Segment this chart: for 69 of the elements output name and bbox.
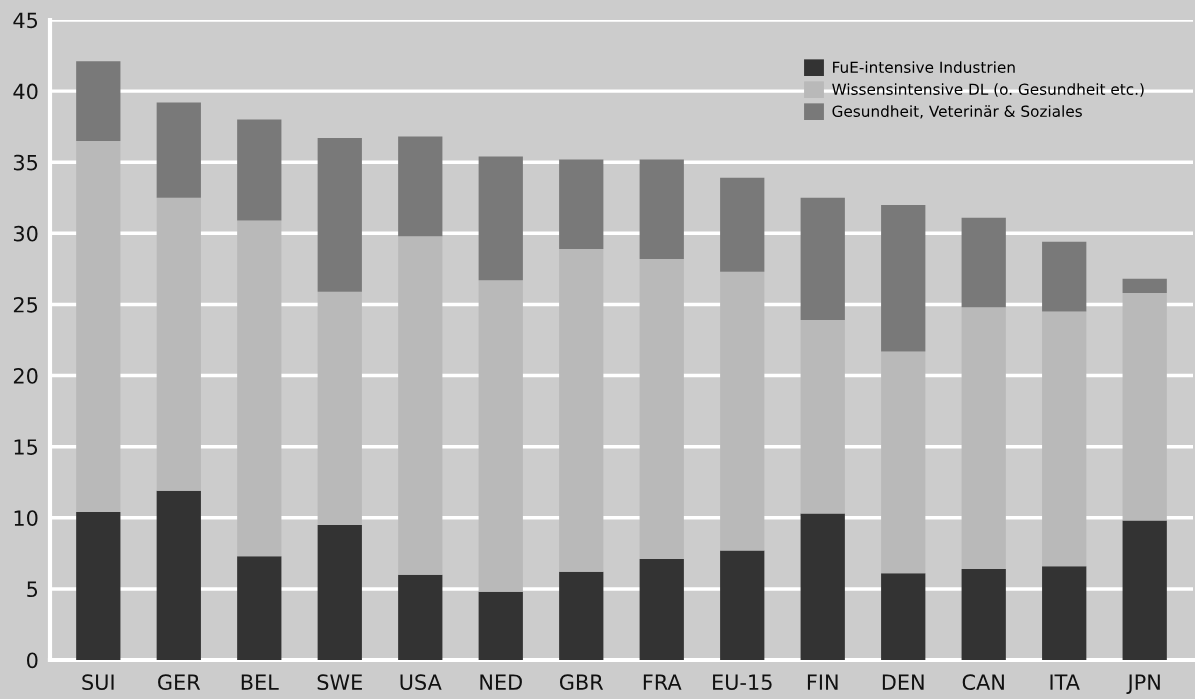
bar xyxy=(156,197,201,491)
x-tick-label: SWE xyxy=(317,674,362,691)
y-tick-label: 25 xyxy=(13,296,38,313)
bar xyxy=(1122,278,1167,294)
x-tick-label: GER xyxy=(158,674,201,691)
bar xyxy=(720,550,765,660)
bar xyxy=(559,571,604,660)
bar xyxy=(559,159,604,249)
bar xyxy=(881,351,926,574)
bar xyxy=(478,280,523,592)
x-tick-label: SUI xyxy=(82,674,114,691)
x-tick-label: EU-15 xyxy=(713,674,772,691)
x-tick-label: NED xyxy=(480,674,522,690)
y-tick-label: 40 xyxy=(13,83,38,100)
bar xyxy=(1122,520,1167,660)
bar xyxy=(478,156,523,281)
bar xyxy=(961,307,1006,569)
bar xyxy=(881,204,926,352)
bar xyxy=(156,490,201,660)
bar xyxy=(639,559,684,660)
bar xyxy=(800,513,845,660)
x-tick-label: CAN xyxy=(962,674,1004,691)
bar xyxy=(1042,241,1087,312)
x-tick-label: ITA xyxy=(1050,674,1080,690)
bar xyxy=(317,291,362,525)
bar xyxy=(237,220,282,557)
x-tick-label: BEL xyxy=(241,674,279,690)
bar xyxy=(237,556,282,660)
x-tick-label: GBR xyxy=(559,674,604,691)
bar xyxy=(76,140,121,513)
bar xyxy=(317,524,362,660)
y-tick-label: 35 xyxy=(13,154,38,171)
y-tick-label: 20 xyxy=(13,368,38,384)
bar xyxy=(800,320,845,514)
bar xyxy=(156,102,201,198)
bar xyxy=(800,197,845,321)
legend-label: FuE-intensive Industrien xyxy=(833,61,1015,74)
legend-label: Wissensintensive DL (o. Gesundheit etc.) xyxy=(832,83,1144,97)
y-tick-label: 5 xyxy=(27,581,38,598)
bar xyxy=(1122,293,1167,521)
y-tick-label: 10 xyxy=(14,510,38,526)
bar xyxy=(1042,566,1087,660)
legend-label: Gesundheit, Veterinär & Soziales xyxy=(832,105,1082,119)
bar xyxy=(559,248,604,572)
x-tick-label: USA xyxy=(400,674,442,691)
bar xyxy=(398,136,443,237)
bar xyxy=(237,119,282,221)
bar xyxy=(76,512,121,660)
bar xyxy=(76,61,121,141)
y-tick-label: 30 xyxy=(13,225,38,242)
bar xyxy=(317,138,362,292)
x-tick-label: FRA xyxy=(643,674,682,690)
y-tick-label: 15 xyxy=(14,439,38,455)
bar xyxy=(398,236,443,575)
bar xyxy=(961,217,1006,308)
bar xyxy=(720,271,765,551)
y-tick-label: 0 xyxy=(27,652,38,669)
bar xyxy=(720,177,765,272)
bar xyxy=(881,573,926,660)
x-tick-label: DEN xyxy=(882,674,924,690)
bar xyxy=(478,591,523,660)
bar xyxy=(398,574,443,660)
bar xyxy=(961,568,1006,660)
x-tick-label: FIN xyxy=(807,674,838,690)
x-tick-label: JPN xyxy=(1126,674,1160,694)
bar xyxy=(639,258,684,560)
bar xyxy=(1042,311,1087,567)
y-tick-label: 45 xyxy=(13,12,38,29)
bar xyxy=(639,159,684,259)
